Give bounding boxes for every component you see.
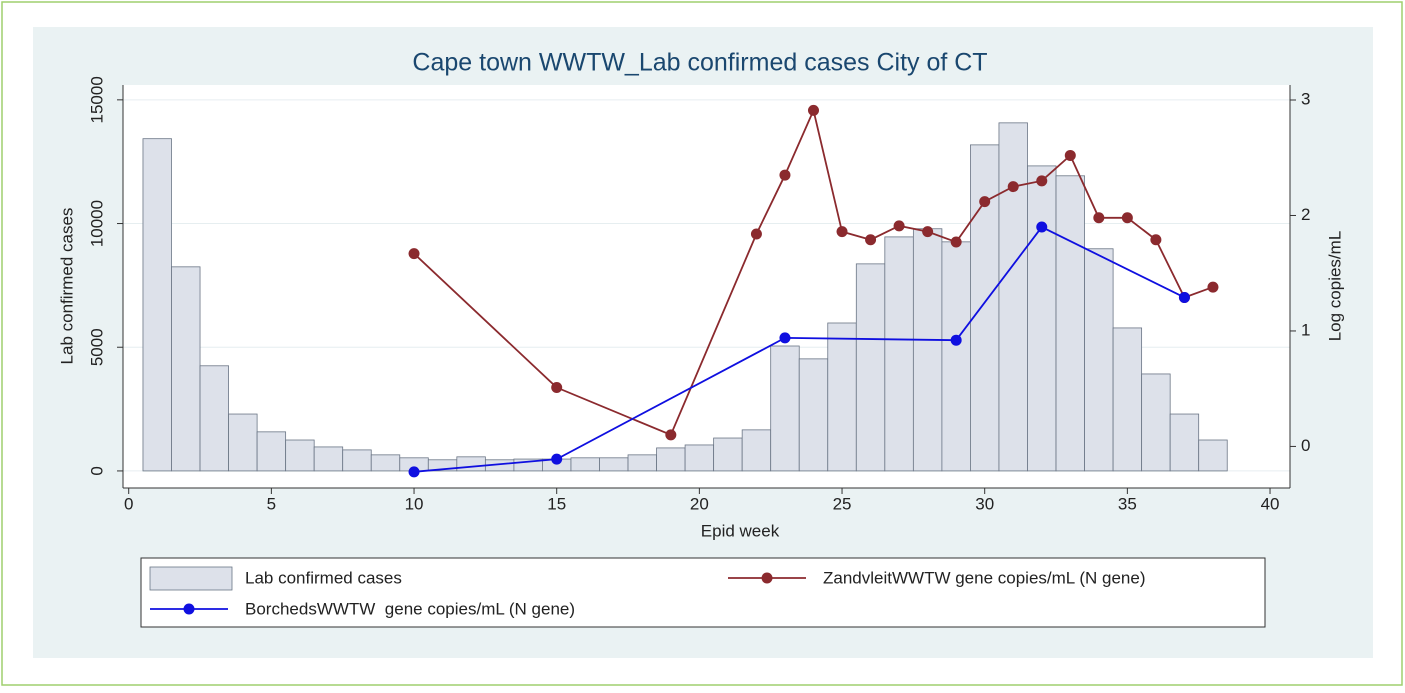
point bbox=[779, 332, 791, 344]
x-tick-label: 40 bbox=[1261, 494, 1280, 513]
bar bbox=[941, 241, 971, 472]
legend-marker bbox=[183, 603, 195, 615]
line bbox=[413, 225, 1185, 473]
chart-title: Cape town WWTW_Lab confirmed cases City … bbox=[412, 49, 987, 77]
y2-axis-title: Log copies/mL bbox=[1325, 231, 1344, 342]
legend bbox=[140, 557, 1266, 628]
bar bbox=[627, 454, 657, 472]
bar bbox=[1027, 165, 1057, 472]
bar bbox=[827, 322, 857, 472]
bar bbox=[171, 266, 201, 472]
legend-marker bbox=[761, 572, 773, 584]
y-tick-label: 5000 bbox=[87, 328, 106, 366]
x-tick-label: 25 bbox=[833, 494, 852, 513]
x-tick-label: 15 bbox=[547, 494, 566, 513]
bar bbox=[142, 138, 172, 472]
bar bbox=[456, 456, 486, 472]
bar bbox=[1198, 439, 1228, 472]
point bbox=[836, 226, 848, 238]
bar bbox=[370, 454, 401, 472]
bar bbox=[570, 457, 600, 472]
point bbox=[750, 228, 762, 240]
point bbox=[551, 453, 563, 465]
bar bbox=[912, 228, 943, 472]
x-tick-label: 30 bbox=[975, 494, 994, 513]
x-tick-label: 20 bbox=[690, 494, 709, 513]
bar bbox=[1084, 248, 1114, 472]
point bbox=[979, 196, 991, 208]
bar bbox=[313, 446, 344, 472]
point bbox=[1150, 234, 1162, 246]
point bbox=[1121, 212, 1133, 224]
bar bbox=[770, 345, 800, 472]
x-tick-label: 10 bbox=[405, 494, 424, 513]
point bbox=[665, 429, 677, 441]
legend-swatch bbox=[149, 566, 233, 591]
legend-label: ZandvleitWWTW gene copies/mL (N gene) bbox=[823, 568, 1145, 587]
bar bbox=[855, 263, 886, 472]
bar bbox=[342, 449, 372, 472]
bar bbox=[656, 447, 686, 472]
point bbox=[408, 466, 420, 478]
y2-tick-label: 3 bbox=[1301, 89, 1310, 108]
point bbox=[950, 334, 962, 346]
x-tick-label: 35 bbox=[1118, 494, 1137, 513]
bar bbox=[713, 437, 743, 472]
point bbox=[408, 248, 420, 260]
x-axis-title: Epid week bbox=[701, 521, 780, 540]
point bbox=[1036, 175, 1048, 187]
y-tick-label: 15000 bbox=[87, 76, 106, 123]
y2-tick-label: 2 bbox=[1301, 205, 1310, 224]
bar bbox=[884, 236, 914, 472]
y2-tick-label: 0 bbox=[1301, 436, 1310, 455]
point bbox=[1093, 212, 1105, 224]
point bbox=[922, 226, 934, 238]
x-tick-label: 5 bbox=[267, 494, 276, 513]
point bbox=[1064, 149, 1076, 161]
point bbox=[779, 169, 791, 181]
bar bbox=[599, 457, 629, 472]
bar bbox=[741, 429, 772, 472]
bar bbox=[1112, 327, 1143, 472]
bar bbox=[970, 144, 1000, 472]
point bbox=[950, 236, 962, 248]
point bbox=[1007, 181, 1019, 193]
legend-label: BorchedsWWTW gene copies/mL (N gene) bbox=[245, 599, 575, 618]
bar bbox=[998, 122, 1028, 472]
bar bbox=[285, 439, 315, 472]
bar bbox=[1169, 413, 1200, 472]
bar bbox=[798, 358, 829, 472]
point bbox=[1178, 291, 1190, 303]
point bbox=[893, 220, 905, 232]
y-axis-title: Lab confirmed cases bbox=[57, 208, 76, 365]
y-tick-label: 10000 bbox=[87, 200, 106, 247]
bar bbox=[1141, 373, 1171, 472]
point bbox=[1036, 221, 1048, 233]
y-tick-label: 0 bbox=[87, 466, 106, 475]
point bbox=[551, 382, 563, 394]
point bbox=[1207, 281, 1219, 293]
x-tick-label: 0 bbox=[124, 494, 133, 513]
point bbox=[865, 234, 877, 246]
bar bbox=[256, 431, 287, 472]
point bbox=[807, 104, 819, 116]
bar bbox=[228, 413, 258, 472]
bar bbox=[1055, 175, 1085, 472]
legend-label: Lab confirmed cases bbox=[245, 568, 402, 587]
y2-tick-label: 1 bbox=[1301, 320, 1310, 339]
bar bbox=[199, 365, 229, 472]
bar bbox=[684, 444, 715, 472]
